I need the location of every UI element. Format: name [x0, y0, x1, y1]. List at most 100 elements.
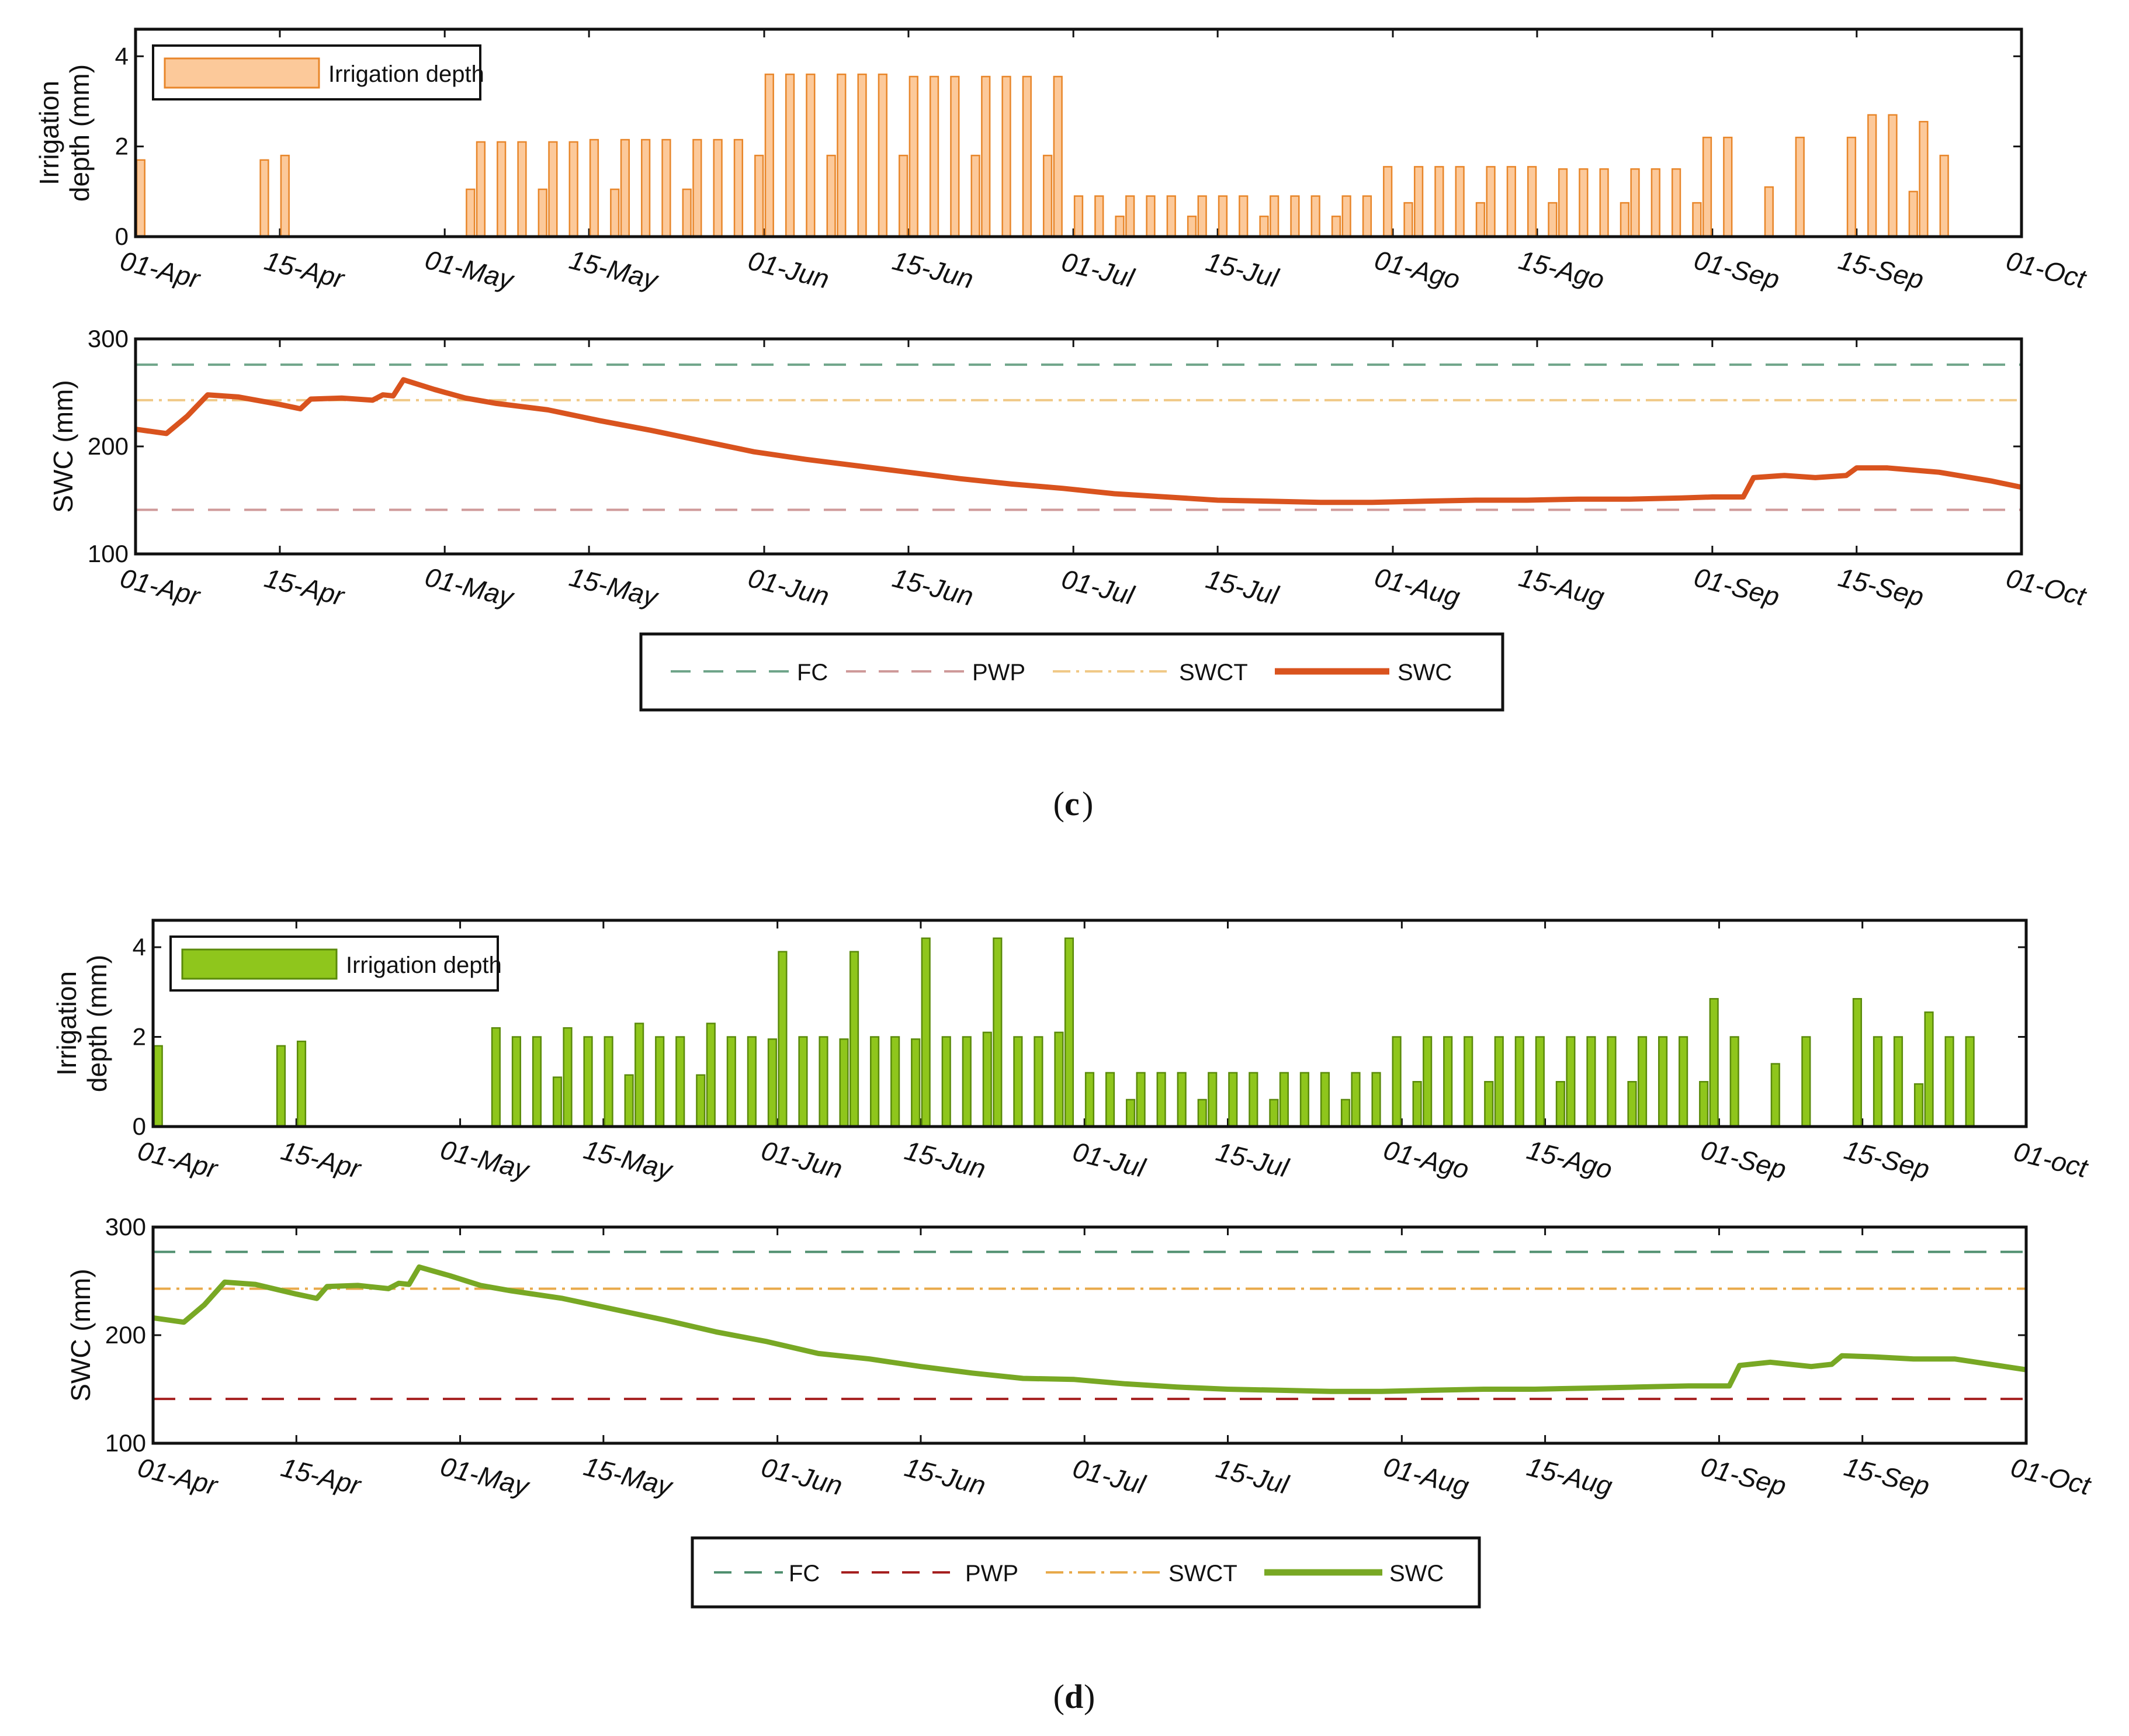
d-irr-bar	[1034, 1036, 1043, 1128]
d-irr-bar	[1555, 1081, 1565, 1128]
legend-c: FC PWP SWCT SWC	[639, 632, 1504, 712]
d-irr-bar	[962, 1036, 972, 1128]
c-irr-xtick-label: 01-Sep	[1691, 244, 1783, 294]
d-irr-ylabel-line2: depth (mm)	[82, 955, 112, 1092]
d-irr-bar	[1412, 1081, 1422, 1128]
c-irr-bar	[259, 159, 269, 238]
c-irr-bar	[1197, 195, 1207, 238]
d-swc-plot-bg	[153, 1227, 2026, 1443]
d-irr-bar	[696, 1074, 706, 1128]
c-irr-legend-swatch	[164, 57, 320, 89]
d-swc-xtick-label: 01-Sep	[1698, 1451, 1790, 1501]
d-irr-bar	[1054, 1031, 1064, 1128]
c-irr-bar	[1218, 195, 1228, 238]
d-irr-xtick-label: 15-Ago	[1524, 1134, 1615, 1184]
caption-d-close: )	[1084, 1678, 1095, 1716]
c-irr-bar	[806, 73, 816, 238]
c-swc-xtick-label: 15-Apr	[262, 563, 348, 612]
c-irr-bar	[568, 141, 578, 238]
c-swc-xtick-label: 15-Sep	[1835, 562, 1927, 612]
d-irr-bar	[982, 1031, 992, 1128]
c-irr-bar	[692, 138, 702, 238]
d-irr-bar	[1279, 1072, 1289, 1128]
c-swc-plot-bg	[136, 339, 2021, 554]
d-irr-ytick-label: 0	[133, 1113, 146, 1140]
d-irr-bar	[1679, 1036, 1688, 1128]
d-irr-bar	[552, 1076, 563, 1128]
d-irr-legend-label: Irrigation depth	[346, 952, 502, 978]
d-irr-xtick-label: 15-May	[581, 1134, 677, 1186]
c-irr-bar	[280, 154, 290, 238]
caption-c-letter: c	[1064, 785, 1080, 823]
c-irr-bar	[497, 141, 507, 238]
c-irr-bar	[1702, 136, 1712, 238]
d-irr-bar	[1371, 1072, 1381, 1128]
d-irr-bar	[624, 1074, 634, 1128]
d-irr-ytick-label: 2	[133, 1023, 146, 1051]
d-irr-xtick-label: 15-Jun	[901, 1135, 989, 1184]
d-swc-frame	[151, 1225, 2028, 1445]
c-irr-xtick-label: 01-Jul	[1059, 246, 1138, 293]
c-swc-xtick-label: 01-Jun	[745, 562, 832, 611]
c-irr-bar	[1042, 154, 1053, 238]
c-irr-bar	[1125, 195, 1135, 238]
d-swc-xtick-label: 01-Apr	[135, 1452, 221, 1501]
c-swc-xtick-label: 15-Jun	[889, 562, 976, 611]
d-irr-frame	[151, 919, 2028, 1128]
d-irr-bar	[1269, 1099, 1279, 1128]
legend-c-swc-label: SWC	[1398, 660, 1452, 685]
d-irr-bar	[511, 1036, 522, 1128]
caption-c-close: )	[1082, 785, 1093, 823]
d-irr-bar	[1392, 1036, 1402, 1128]
legend-d-swc-label: SWC	[1389, 1561, 1444, 1586]
c-irr-xtick-label: 15-Jun	[889, 245, 976, 294]
c-swc-xtick-label: 01-Oct	[2003, 563, 2090, 612]
caption-c: ( c )	[1053, 785, 1094, 823]
c-irr-bar	[1259, 216, 1269, 238]
c-irr-bar	[1599, 168, 1609, 238]
d-irr-bar	[1586, 1036, 1596, 1128]
legend-c-fc-label: FC	[797, 660, 828, 685]
c-irr-bar	[1475, 202, 1486, 238]
c-irr-bar	[641, 138, 651, 238]
d-irr-xtick-label: 01-May	[438, 1134, 533, 1186]
d-irr-ytick-label: 4	[133, 933, 146, 961]
c-irr-bar	[1362, 195, 1372, 238]
c-irr-bar	[857, 73, 867, 238]
d-swc-xtick-label: 15-Sep	[1841, 1451, 1933, 1501]
d-irr-bar	[1535, 1036, 1545, 1128]
c-irr-bar	[713, 138, 723, 238]
c-irr-bar	[878, 73, 887, 238]
d-irr-bar	[870, 1036, 880, 1128]
d-irr-bar	[941, 1036, 951, 1128]
d-swc-ytick-label: 300	[105, 1213, 146, 1241]
d-swc-xtick-label: 01-May	[438, 1451, 533, 1502]
d-irr-bar	[1249, 1072, 1258, 1128]
d-irr-bar	[911, 1038, 921, 1128]
d-irr-bar	[1136, 1072, 1146, 1128]
d-irr-xtick-label: 01-oct	[2011, 1136, 2092, 1184]
c-irr-bar	[466, 188, 476, 238]
c-irr-bar	[1115, 216, 1125, 238]
d-irr-bar	[1105, 1072, 1115, 1128]
d-irr-bar	[1709, 998, 1719, 1128]
c-irr-bar	[1001, 75, 1011, 238]
c-irr-bar	[1166, 195, 1176, 238]
d-irr-bar	[491, 1027, 501, 1128]
c-swc-ytick-label: 100	[88, 540, 129, 567]
c-irr-xtick-label: 15-Ago	[1516, 244, 1608, 294]
legend-c-pwp-label: PWP	[972, 660, 1025, 685]
d-irr-bar	[1494, 1036, 1504, 1128]
c-irr-bar	[785, 73, 795, 238]
d-irr-ylabel-line1: Irrigation	[51, 971, 82, 1076]
d-irr-bar	[634, 1023, 644, 1128]
legend-d-fc-label: FC	[789, 1561, 820, 1586]
c-irr-bar	[909, 75, 918, 238]
d-swc-xtick-label: 01-Jul	[1070, 1453, 1149, 1500]
caption-d-open: (	[1053, 1678, 1064, 1716]
d-irr-bar	[1464, 1036, 1473, 1128]
d-irr-bar	[675, 1036, 685, 1128]
d-irr-bar	[726, 1036, 736, 1128]
c-irr-bar	[1795, 136, 1805, 238]
